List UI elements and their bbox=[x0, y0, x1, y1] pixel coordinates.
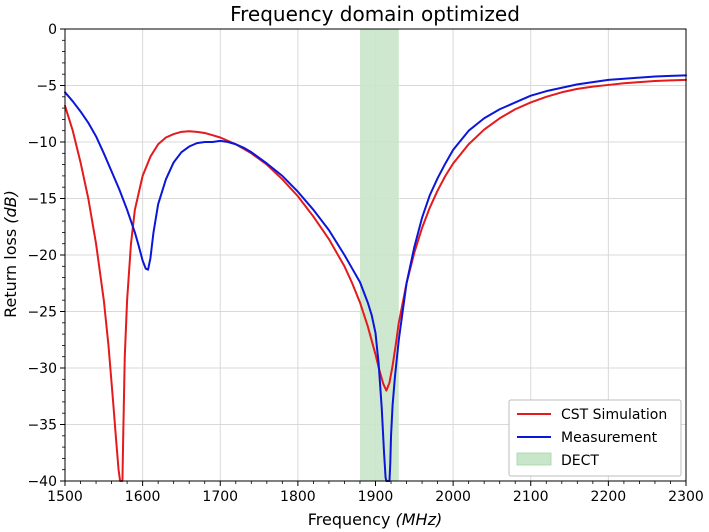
x-tick-label: 1800 bbox=[280, 489, 316, 505]
y-tick-label: −35 bbox=[27, 418, 57, 434]
legend-cst-label: CST Simulation bbox=[561, 407, 667, 423]
x-axis-label: Frequency (MHz) bbox=[308, 510, 442, 529]
legend: CST Simulation Measurement DECT bbox=[508, 399, 682, 477]
y-tick-label: −25 bbox=[27, 305, 57, 321]
x-tick-label: 1700 bbox=[202, 489, 238, 505]
x-tick-label: 2300 bbox=[668, 489, 704, 505]
y-tick-label: −20 bbox=[27, 248, 57, 264]
ticks: 1500 1600 1700 1800 1900 2000 2100 2200 2300 0 −5 −… bbox=[27, 22, 703, 505]
x-tick-label: 2000 bbox=[435, 489, 471, 505]
legend-dect-swatch bbox=[516, 452, 552, 466]
y-axis-label: Return loss (dB) bbox=[1, 190, 20, 318]
x-tick-label: 2100 bbox=[513, 489, 549, 505]
x-tick-label: 2200 bbox=[591, 489, 627, 505]
x-tick-label: 1500 bbox=[47, 489, 83, 505]
y-tick-label: −30 bbox=[27, 361, 57, 377]
measurement-line bbox=[64, 74, 687, 482]
x-tick-label: 1600 bbox=[125, 489, 161, 505]
y-tick-label: −5 bbox=[36, 79, 57, 95]
y-tick-label: −40 bbox=[27, 474, 57, 490]
y-tick-label: −15 bbox=[27, 192, 57, 208]
legend-measurement-label: Measurement bbox=[561, 430, 658, 446]
legend-dect-label: DECT bbox=[561, 453, 599, 469]
y-tick-label: −10 bbox=[27, 135, 57, 151]
legend-box bbox=[508, 399, 682, 477]
y-tick-label: 0 bbox=[48, 22, 57, 38]
chart-title: Frequency domain optimized bbox=[230, 2, 520, 26]
x-tick-label: 1900 bbox=[358, 489, 394, 505]
